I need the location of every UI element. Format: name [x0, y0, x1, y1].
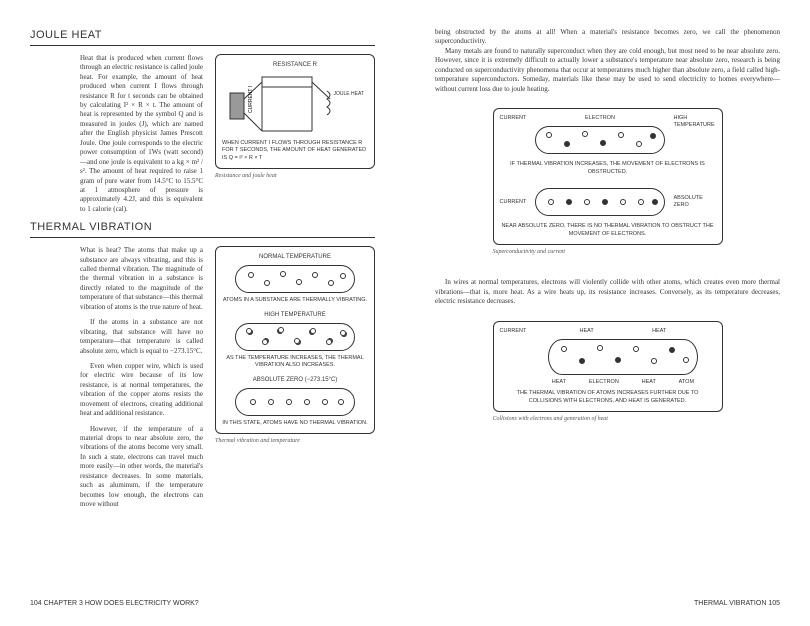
fig-r-label: RESISTANCE R [222, 61, 368, 69]
cyl-sc-high [535, 126, 665, 154]
right-p2: Many metals are found to naturally super… [435, 47, 780, 94]
fig-superconductivity: CURRENT ELECTRON HIGH TEMPERATURE IF THE… [493, 108, 723, 245]
l-zero: ABSOLUTE ZERO (−273.15°C) [222, 376, 368, 384]
l-normal: NORMAL TEMPERATURE [222, 253, 368, 261]
fig-collisions: CURRENT HEAT HEAT HEAT [493, 321, 723, 413]
col-txt: THE THERMAL VIBRATION OF ATOMS INCREASES… [500, 390, 716, 405]
right-mid: In wires at normal temperatures, electro… [435, 278, 780, 306]
cap-collision: Collisions with electrons and generation… [493, 415, 723, 423]
cyl-normal [235, 265, 355, 293]
sc-t1: IF THERMAL VIBRATION INCREASES, THE MOVE… [500, 161, 716, 176]
current-i-label: CURRENT I [248, 86, 254, 113]
sc-high-temp: HIGH TEMPERATURE [674, 115, 716, 130]
right-p1: being obstructed by the atoms at all! Wh… [435, 28, 780, 47]
fig-super-wrap: CURRENT ELECTRON HIGH TEMPERATURE IF THE… [435, 108, 780, 266]
thermal-p2a: What is heat? The atoms that make up a s… [80, 246, 203, 312]
t-high: AS THE TEMPERATURE INCREASES, THE THERMA… [222, 355, 368, 370]
heat-l2: HEAT [652, 328, 666, 335]
cyl-high [235, 323, 355, 351]
heat-l4: HEAT [642, 379, 656, 386]
cyl-collision [548, 339, 698, 375]
el-lbl: ELECTRON [589, 379, 619, 386]
sc-current1: CURRENT [500, 115, 527, 122]
fig-coll-wrap: CURRENT HEAT HEAT HEAT [435, 321, 780, 434]
thermal-p2d: However, if the temperature of a materia… [80, 425, 203, 510]
fig-resistance: RESISTANCE R CURRENT I JOULE HEAT WHEN C… [215, 54, 375, 169]
thermal-fig-col: NORMAL TEMPERATURE ATOMS IN A SUBSTANCE … [215, 246, 375, 515]
heading-thermal: THERMAL VIBRATION [30, 220, 375, 238]
heading-joule-heat: JOULE HEAT [30, 28, 375, 46]
joule-fig-col: RESISTANCE R CURRENT I JOULE HEAT WHEN C… [215, 54, 375, 220]
cap-resistance: Resistance and joule heat [215, 172, 375, 180]
col-current: CURRENT [500, 328, 527, 335]
cap-super: Superconductivity and current [493, 248, 723, 256]
joule-text: Heat that is produced when current flows… [30, 54, 203, 220]
cyl-sc-zero [535, 188, 665, 216]
sc-abs-zero: ABSOLUTE ZERO [673, 195, 715, 210]
right-p3: In wires at normal temperatures, electro… [435, 278, 780, 306]
right-intro: being obstructed by the atoms at all! Wh… [435, 28, 780, 94]
heat-l3: HEAT [552, 379, 566, 386]
thermal-text: What is heat? The atoms that make up a s… [30, 246, 203, 515]
footer-right: THERMAL VIBRATION 105 [694, 599, 780, 608]
sc-t2: NEAR ABSOLUTE ZERO, THERE IS NO THERMAL … [500, 223, 716, 238]
heat-l1: HEAT [580, 328, 594, 335]
left-page: JOULE HEAT Heat that is produced when cu… [0, 0, 405, 626]
atom-lbl: ATOM [679, 379, 694, 386]
thermal-p2c: Even when copper wire, which is used for… [80, 362, 203, 419]
t-zero: IN THIS STATE, ATOMS HAVE NO THERMAL VIB… [222, 420, 368, 427]
sc-current2: CURRENT [500, 199, 527, 206]
l-high: HIGH TEMPERATURE [222, 311, 368, 319]
fig-r-formula: WHEN CURRENT I FLOWS THROUGH RESISTANCE … [222, 140, 368, 162]
cap-thermal: Thermal vibration and temperature [215, 437, 375, 445]
joule-p1: Heat that is produced when current flows… [80, 54, 203, 214]
thermal-p2b: If the atoms in a substance are not vibr… [80, 318, 203, 356]
fig-thermal-states: NORMAL TEMPERATURE ATOMS IN A SUBSTANCE … [215, 246, 375, 434]
sc-electron: ELECTRON [530, 115, 669, 122]
joule-block: Heat that is produced when current flows… [30, 54, 375, 220]
t-normal: ATOMS IN A SUBSTANCE ARE THERMALLY VIBRA… [222, 297, 368, 304]
footer-left: 104 CHAPTER 3 HOW DOES ELECTRICITY WORK? [30, 599, 199, 608]
right-page: being obstructed by the atoms at all! Wh… [405, 0, 810, 626]
cyl-zero [235, 388, 355, 416]
circuit-svg: CURRENT I [222, 71, 362, 141]
thermal-block: What is heat? The atoms that make up a s… [30, 246, 375, 515]
